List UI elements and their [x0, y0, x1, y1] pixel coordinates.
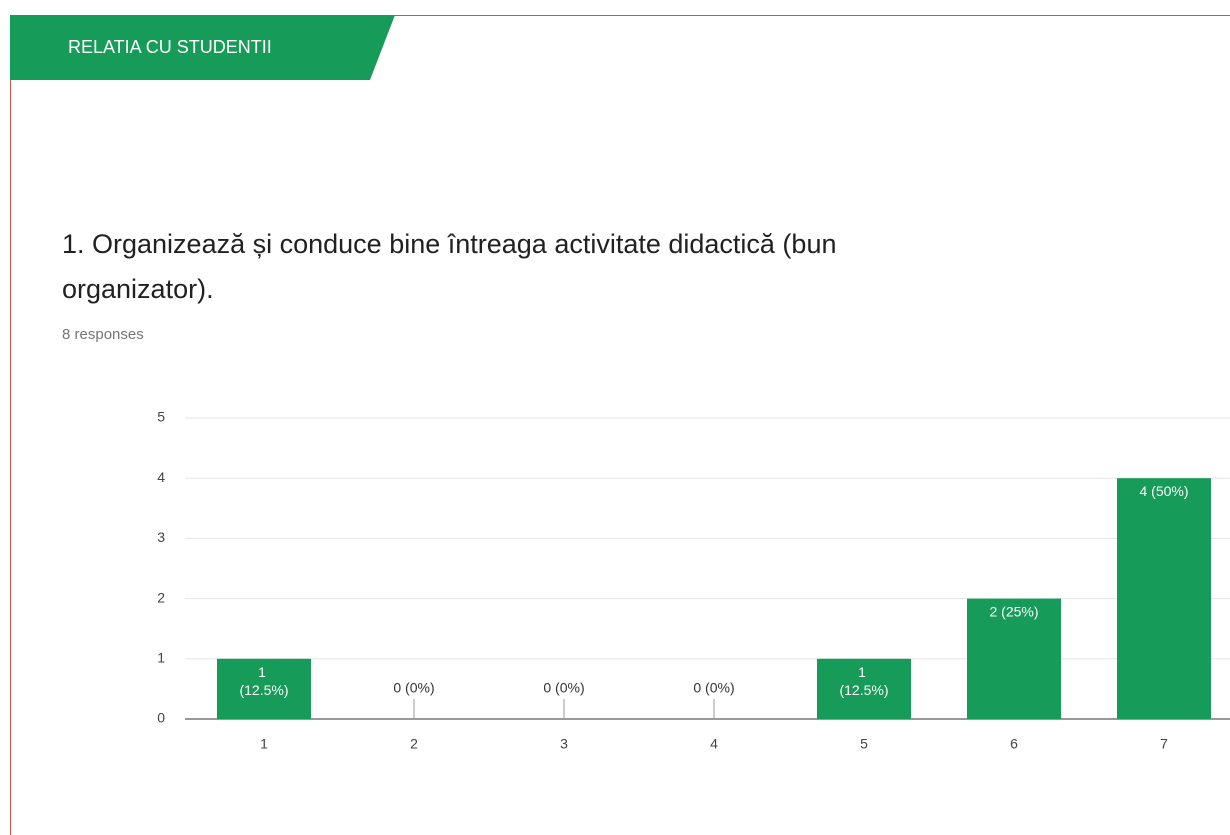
response-count: 8 responses: [62, 326, 144, 343]
data-label: 0 (0%): [393, 680, 434, 696]
bar: [967, 598, 1061, 719]
y-tick-label: 5: [157, 409, 165, 425]
card-border: [10, 15, 1230, 835]
y-tick-label: 1: [157, 650, 165, 666]
x-tick-label: 4: [710, 736, 718, 752]
section-tab: [10, 15, 395, 80]
data-label-line: (12.5%): [239, 682, 288, 698]
x-tick-label: 5: [860, 736, 868, 752]
x-tick-label: 2: [410, 736, 418, 752]
page: 1. Organizează și conduce bine întreaga …: [10, 15, 1230, 835]
data-label: 2 (25%): [989, 603, 1038, 619]
section-title: RELATIA CU STUDENTII: [68, 37, 272, 57]
data-label-line: (12.5%): [839, 682, 888, 698]
x-tick-label: 3: [560, 736, 568, 752]
data-label: 0 (0%): [693, 680, 734, 696]
question-title: 1. Organizează și conduce bine întreaga …: [62, 229, 837, 304]
y-tick-label: 0: [157, 710, 165, 726]
bar: [1117, 478, 1211, 719]
data-label: 4 (50%): [1139, 483, 1188, 499]
data-label-line: 1: [858, 664, 870, 680]
data-label: 1 (12.5%): [839, 664, 888, 698]
bar: [217, 658, 311, 719]
y-tick-label: 2: [157, 589, 165, 605]
x-tick-label: 1: [260, 736, 268, 752]
bar: [817, 658, 911, 719]
data-label: 0 (0%): [543, 680, 584, 696]
data-label-line: 1: [258, 664, 270, 680]
y-tick-label: 4: [157, 469, 165, 485]
x-tick-label: 6: [1010, 736, 1018, 752]
x-tick-label: 7: [1160, 736, 1168, 752]
data-label: 1 (12.5%): [239, 664, 288, 698]
y-tick-label: 3: [157, 529, 165, 545]
